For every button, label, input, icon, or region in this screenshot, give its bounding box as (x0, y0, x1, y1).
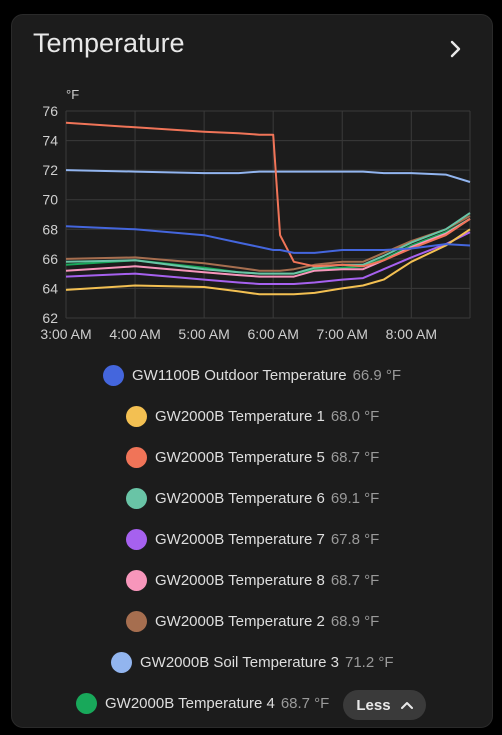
legend-series-name: GW2000B Temperature 5 (155, 448, 325, 466)
legend-series-name: GW2000B Temperature 4 (105, 694, 275, 712)
legend-series-name: GW2000B Temperature 6 (155, 489, 325, 507)
legend-series-value: 68.0 °F (330, 407, 380, 425)
legend-series-value: 68.9 °F (330, 612, 380, 630)
y-tick-label: 62 (42, 310, 58, 326)
x-tick-label: 5:00 AM (178, 326, 229, 342)
legend-color-dot (126, 487, 147, 509)
legend-series-value: 69.1 °F (330, 489, 380, 507)
less-button-label: Less (356, 696, 391, 714)
legend-color-dot (126, 405, 147, 427)
legend-series-value: 67.8 °F (330, 530, 380, 548)
legend-item[interactable]: GW2000B Temperature 5 68.7 °F (126, 444, 379, 470)
legend-series-name: GW2000B Temperature 7 (155, 530, 325, 548)
x-tick-label: 6:00 AM (247, 326, 298, 342)
legend-color-dot (126, 446, 147, 468)
x-tick-label: 3:00 AM (40, 326, 91, 342)
y-tick-label: 64 (42, 280, 58, 296)
series-line (65, 225, 471, 254)
x-tick-label: 7:00 AM (317, 326, 368, 342)
legend-item[interactable]: GW2000B Temperature 6 69.1 °F (126, 485, 379, 511)
chevron-right-icon[interactable] (446, 39, 466, 59)
series-line (65, 212, 471, 275)
legend-series-value: 66.9 °F (352, 366, 402, 384)
temperature-line-chart: °F 76 74 72 70 68 66 64 623:00 AM 4:00 AM 5:00 AM 6… (40, 87, 471, 342)
y-tick-label: 72 (42, 162, 58, 178)
legend-color-dot (126, 528, 147, 550)
legend-color-dot (126, 610, 147, 632)
legend-series-name: GW2000B Temperature 8 (155, 571, 325, 589)
series-line (65, 215, 471, 272)
legend-series-value: 71.2 °F (345, 653, 394, 671)
y-tick-label: 68 (42, 221, 58, 237)
x-tick-label: 8:00 AM (386, 326, 437, 342)
legend-item[interactable]: GW2000B Temperature 4 68.7 °F (76, 690, 329, 716)
legend-item[interactable]: GW2000B Temperature 8 68.7 °F (126, 567, 379, 593)
chevron-up-icon (400, 702, 413, 709)
legend-series-name: GW1100B Outdoor Temperature (132, 366, 347, 384)
y-unit-label: °F (66, 87, 79, 102)
legend-color-dot (76, 692, 97, 714)
series-line (65, 169, 471, 183)
legend-series-value: 68.7 °F (280, 694, 330, 712)
series-line (65, 121, 471, 268)
y-tick-label: 66 (42, 251, 58, 267)
series-line (65, 218, 471, 275)
legend-item[interactable]: GW2000B Temperature 2 68.9 °F (126, 608, 379, 634)
series-line (65, 231, 471, 285)
legend-item[interactable]: GW2000B Soil Temperature 3 71.2 °F (111, 649, 394, 675)
legend-series-name: GW2000B Temperature 1 (155, 407, 325, 425)
legend-color-dot (103, 364, 124, 386)
legend-item[interactable]: GW2000B Temperature 7 67.8 °F (126, 526, 379, 552)
legend-series-name: GW2000B Soil Temperature 3 (140, 653, 339, 671)
x-tick-label: 4:00 AM (109, 326, 160, 342)
y-tick-label: 74 (42, 133, 58, 149)
legend-item[interactable]: GW1100B Outdoor Temperature 66.9 °F (103, 362, 401, 388)
less-button[interactable]: Less (343, 690, 426, 720)
legend-color-dot (126, 569, 147, 591)
legend-series-value: 68.7 °F (330, 571, 380, 589)
y-tick-label: 76 (42, 103, 58, 119)
temperature-card: Temperature °F 76 74 72 70 68 66 64 62 3:00 AM 4:0… (11, 14, 493, 728)
card-title: Temperature (33, 28, 185, 58)
legend-item[interactable]: GW2000B Temperature 1 68.0 °F (126, 403, 379, 429)
y-tick-label: 70 (42, 192, 58, 208)
legend-series-value: 68.7 °F (330, 448, 380, 466)
series-line (65, 228, 471, 296)
legend-color-dot (111, 651, 132, 673)
legend-series-name: GW2000B Temperature 2 (155, 612, 325, 630)
